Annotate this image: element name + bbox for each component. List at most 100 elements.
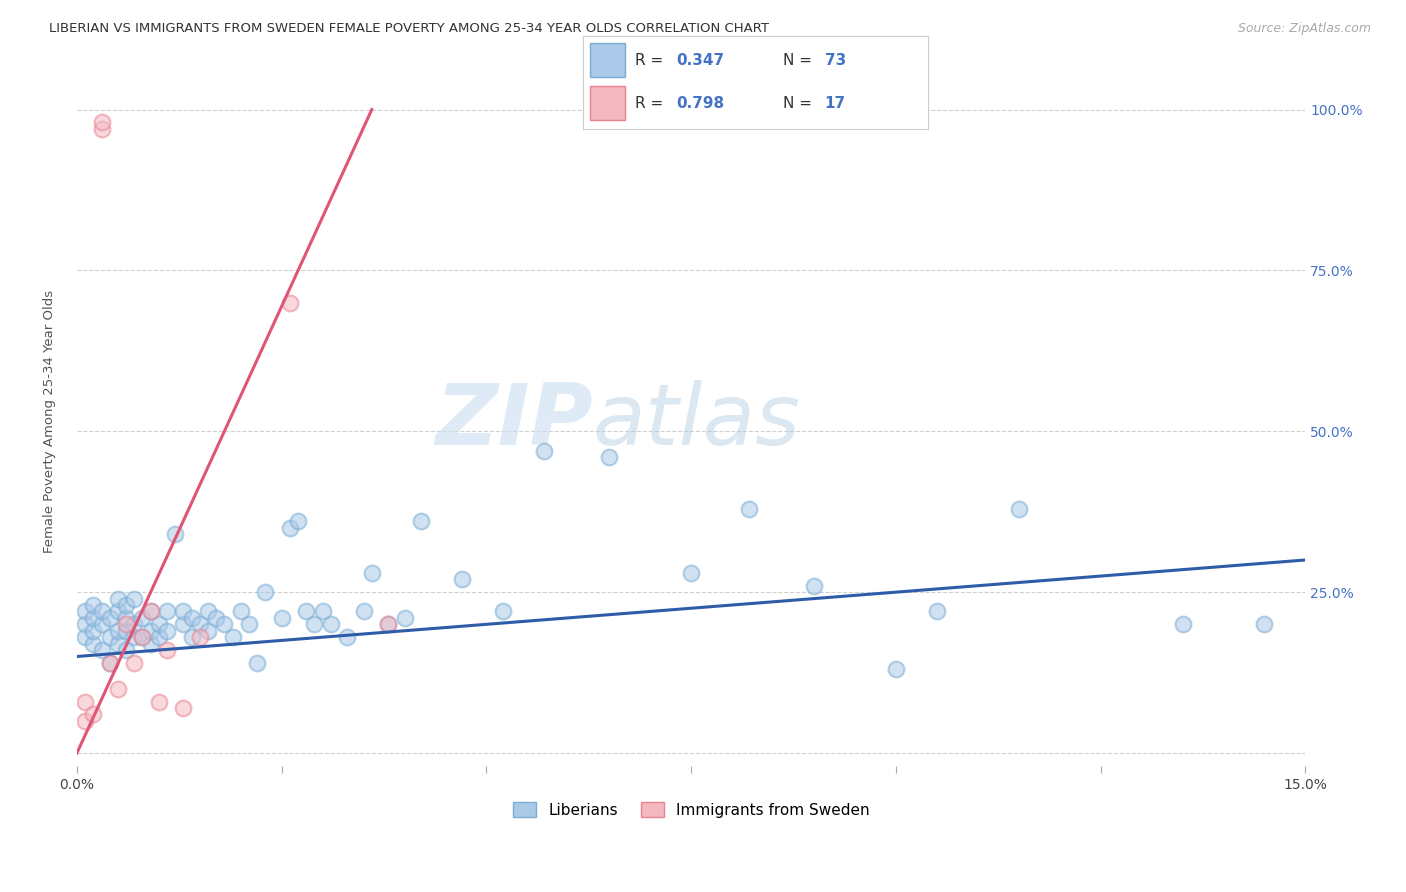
Point (90, 617, 112, 632)
Point (172, 701, 194, 715)
Text: atlas: atlas (593, 380, 801, 463)
Point (598, 450, 620, 464)
Legend: Liberians, Immigrants from Sweden: Liberians, Immigrants from Sweden (506, 796, 876, 823)
Point (82, 624, 104, 638)
Point (270, 611, 292, 625)
Point (377, 617, 399, 632)
Point (156, 604, 179, 618)
Point (737, 501, 759, 516)
Point (75, 604, 97, 618)
Point (115, 624, 138, 638)
Point (295, 604, 318, 618)
Point (131, 630, 153, 644)
Point (319, 617, 342, 632)
Text: 0.347: 0.347 (676, 53, 724, 68)
Point (197, 604, 219, 618)
Point (75, 694, 97, 708)
Point (98, 630, 121, 644)
Point (82, 637, 104, 651)
Point (90, 122, 112, 136)
Point (90, 643, 112, 657)
Point (304, 617, 326, 632)
Point (124, 630, 146, 644)
Point (115, 611, 138, 625)
Point (925, 604, 948, 618)
Point (197, 624, 219, 638)
Text: N =: N = (783, 53, 817, 68)
Point (394, 611, 416, 625)
Point (180, 611, 202, 625)
Point (188, 630, 211, 644)
Point (139, 604, 162, 618)
Text: R =: R = (636, 95, 668, 111)
Point (131, 611, 153, 625)
Point (221, 630, 243, 644)
Point (287, 515, 309, 529)
Point (278, 521, 301, 535)
Text: Source: ZipAtlas.com: Source: ZipAtlas.com (1237, 22, 1371, 36)
Point (82, 707, 104, 722)
Text: 17: 17 (824, 95, 846, 111)
Point (254, 585, 277, 599)
Point (360, 566, 382, 580)
Point (148, 630, 170, 644)
Text: N =: N = (783, 95, 817, 111)
Point (450, 572, 472, 586)
Text: 73: 73 (824, 53, 846, 68)
Point (90, 115, 112, 129)
Point (115, 643, 138, 657)
Point (115, 617, 138, 632)
Point (90, 604, 112, 618)
Point (115, 598, 138, 612)
Point (1008, 501, 1031, 516)
Point (107, 604, 129, 618)
Point (139, 624, 162, 638)
Point (75, 617, 97, 632)
Point (229, 604, 252, 618)
Point (353, 604, 375, 618)
Point (238, 617, 260, 632)
Point (75, 714, 97, 728)
Point (172, 604, 194, 618)
FancyBboxPatch shape (591, 87, 624, 120)
Point (803, 579, 825, 593)
Point (148, 617, 170, 632)
Point (107, 681, 129, 696)
Point (124, 591, 146, 606)
FancyBboxPatch shape (591, 43, 624, 77)
Y-axis label: Female Poverty Among 25-34 Year Olds: Female Poverty Among 25-34 Year Olds (44, 290, 56, 553)
Point (82, 611, 104, 625)
Point (139, 604, 162, 618)
Point (107, 637, 129, 651)
Text: 0.798: 0.798 (676, 95, 724, 111)
Point (165, 527, 187, 541)
Point (278, 295, 301, 310)
Point (180, 630, 202, 644)
Text: LIBERIAN VS IMMIGRANTS FROM SWEDEN FEMALE POVERTY AMONG 25-34 YEAR OLDS CORRELAT: LIBERIAN VS IMMIGRANTS FROM SWEDEN FEMAL… (49, 22, 769, 36)
Point (533, 443, 555, 458)
Point (311, 604, 333, 618)
Point (75, 630, 97, 644)
Point (492, 604, 515, 618)
Point (98, 656, 121, 670)
Point (98, 611, 121, 625)
Point (107, 624, 129, 638)
Point (214, 617, 236, 632)
Point (336, 630, 359, 644)
Point (409, 515, 432, 529)
Point (188, 617, 211, 632)
Text: R =: R = (636, 53, 668, 68)
Point (98, 656, 121, 670)
Point (1171, 617, 1194, 632)
Point (124, 656, 146, 670)
Point (139, 637, 162, 651)
Point (377, 617, 399, 632)
Point (246, 656, 269, 670)
Point (172, 617, 194, 632)
Point (124, 617, 146, 632)
Point (884, 662, 907, 676)
Point (156, 624, 179, 638)
Point (131, 630, 153, 644)
Point (82, 598, 104, 612)
Point (1253, 617, 1275, 632)
